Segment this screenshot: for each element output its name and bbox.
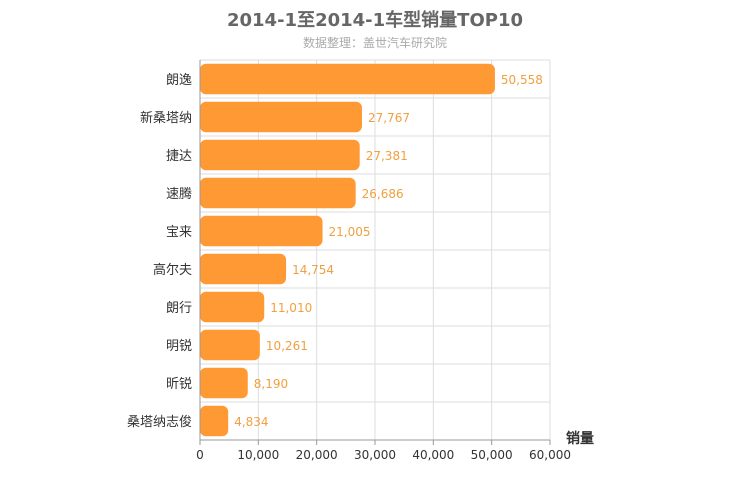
x-tick-label: 0 (196, 448, 204, 462)
category-label: 朗逸 (166, 73, 192, 88)
x-axis-label: 销量 (566, 430, 594, 447)
chart-title: 2014-1至2014-1车型销量TOP10 (226, 10, 523, 31)
bar (200, 329, 260, 361)
category-label: 桑塔纳志俊 (127, 415, 192, 430)
category-label: 宝来 (166, 225, 192, 240)
x-tick-label: 30,000 (354, 448, 396, 462)
category-label: 速腾 (166, 186, 192, 202)
data-label: 26,686 (362, 187, 404, 201)
category-label: 新桑塔纳 (140, 110, 192, 126)
x-tick-label: 40,000 (412, 448, 454, 462)
x-tick-label: 60,000 (529, 448, 571, 462)
data-label: 8,190 (254, 377, 288, 391)
bar (200, 367, 248, 399)
x-tick-label: 20,000 (296, 448, 338, 462)
bar (200, 101, 362, 133)
category-label: 明锐 (166, 339, 192, 354)
data-label: 27,767 (368, 111, 410, 125)
bar (200, 63, 495, 95)
x-tick-label: 50,000 (471, 448, 513, 462)
bar (200, 177, 356, 209)
bar (200, 405, 229, 437)
data-label: 21,005 (329, 225, 371, 239)
category-label: 昕锐 (166, 377, 192, 392)
data-label: 50,558 (501, 73, 543, 87)
bar (200, 291, 265, 323)
data-label: 11,010 (270, 301, 312, 315)
bar (200, 253, 287, 285)
bar (200, 215, 323, 247)
bar (200, 139, 360, 171)
category-label: 高尔夫 (153, 262, 192, 278)
x-tick-label: 10,000 (237, 448, 279, 462)
category-label: 捷达 (166, 149, 192, 164)
chart-subtitle: 数据整理：盖世汽车研究院 (302, 36, 447, 50)
data-label: 27,381 (366, 149, 408, 163)
category-label: 朗行 (166, 301, 192, 316)
data-label: 10,261 (266, 339, 308, 353)
data-label: 4,834 (234, 415, 268, 429)
data-label: 14,754 (292, 263, 334, 277)
